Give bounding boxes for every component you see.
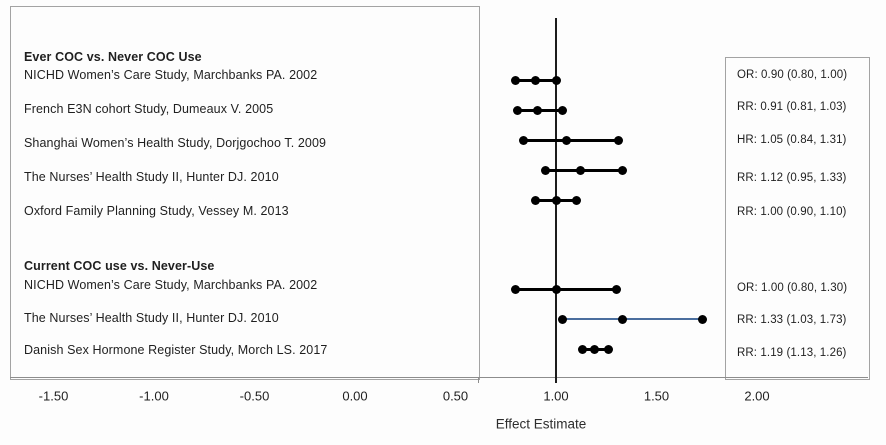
point-estimate-marker (575, 165, 585, 175)
ci-high-marker (551, 75, 561, 85)
ci-high-marker (571, 195, 581, 205)
confidence-interval-line (562, 317, 703, 320)
plot-panel-border (10, 6, 480, 380)
estimates-panel-border (725, 57, 870, 380)
point-estimate-marker (589, 344, 599, 354)
x-axis-line (10, 377, 868, 378)
study-label: Danish Sex Hormone Register Study, Morch… (24, 343, 328, 357)
effect-estimate-text: HR: 1.05 (0.84, 1.31) (737, 134, 847, 146)
effect-estimate-text: RR: 0.91 (0.81, 1.03) (737, 101, 847, 113)
point-estimate-marker (551, 284, 561, 294)
study-label: The Nurses’ Health Study II, Hunter DJ. … (24, 311, 279, 325)
study-label: Oxford Family Planning Study, Vessey M. … (24, 204, 289, 218)
ci-high-marker (698, 314, 708, 324)
effect-estimate-text: OR: 0.90 (0.80, 1.00) (737, 69, 848, 81)
study-label: NICHD Women’s Care Study, Marchbanks PA.… (24, 68, 318, 82)
point-estimate-marker (561, 135, 571, 145)
study-label: French E3N cohort Study, Dumeaux V. 2005 (24, 102, 274, 116)
ci-low-marker (513, 105, 523, 115)
point-estimate-marker (533, 105, 543, 115)
ci-low-marker (557, 314, 567, 324)
effect-estimate-text: OR: 1.00 (0.80, 1.30) (737, 282, 848, 294)
ci-low-marker (511, 284, 521, 294)
ci-low-marker (519, 135, 529, 145)
ci-high-marker (613, 135, 623, 145)
x-tick-label: 1.50 (643, 388, 670, 404)
effect-estimate-text: RR: 1.33 (1.03, 1.73) (737, 314, 847, 326)
ci-high-marker (617, 165, 627, 175)
group-header: Ever COC vs. Never COC Use (24, 50, 202, 64)
effect-estimate-text: RR: 1.19 (1.13, 1.26) (737, 347, 847, 359)
study-label: Shanghai Women’s Health Study, Dorjgocho… (24, 136, 327, 150)
ci-high-marker (611, 284, 621, 294)
x-tick-label: 1.00 (543, 388, 569, 404)
group-header: Current COC use vs. Never-Use (24, 259, 215, 273)
x-axis-title: Effect Estimate (495, 416, 587, 432)
x-tick-label: -1.00 (139, 388, 169, 404)
ci-low-marker (577, 344, 587, 354)
x-tick-label: -1.50 (38, 388, 69, 404)
confidence-interval-line (515, 287, 617, 291)
ci-high-marker (603, 344, 613, 354)
x-tick-label: 0.50 (442, 388, 469, 404)
point-estimate-marker (551, 195, 561, 205)
effect-estimate-text: RR: 1.12 (0.95, 1.33) (737, 172, 847, 184)
point-estimate-marker (531, 75, 541, 85)
x-tick-label: 0.00 (342, 388, 368, 404)
study-label: NICHD Women’s Care Study, Marchbanks PA.… (24, 278, 318, 292)
study-label: The Nurses’ Health Study II, Hunter DJ. … (24, 170, 279, 184)
x-tick-label: 2.00 (744, 388, 770, 404)
axis-tick-mark (478, 378, 480, 383)
ci-low-marker (511, 75, 521, 85)
confidence-interval-line (523, 138, 619, 142)
point-estimate-marker (617, 314, 627, 324)
ci-low-marker (531, 195, 541, 205)
effect-estimate-text: RR: 1.00 (0.90, 1.10) (737, 206, 847, 218)
ci-high-marker (557, 105, 567, 115)
x-tick-label: -0.50 (239, 388, 270, 404)
ci-low-marker (541, 165, 551, 175)
